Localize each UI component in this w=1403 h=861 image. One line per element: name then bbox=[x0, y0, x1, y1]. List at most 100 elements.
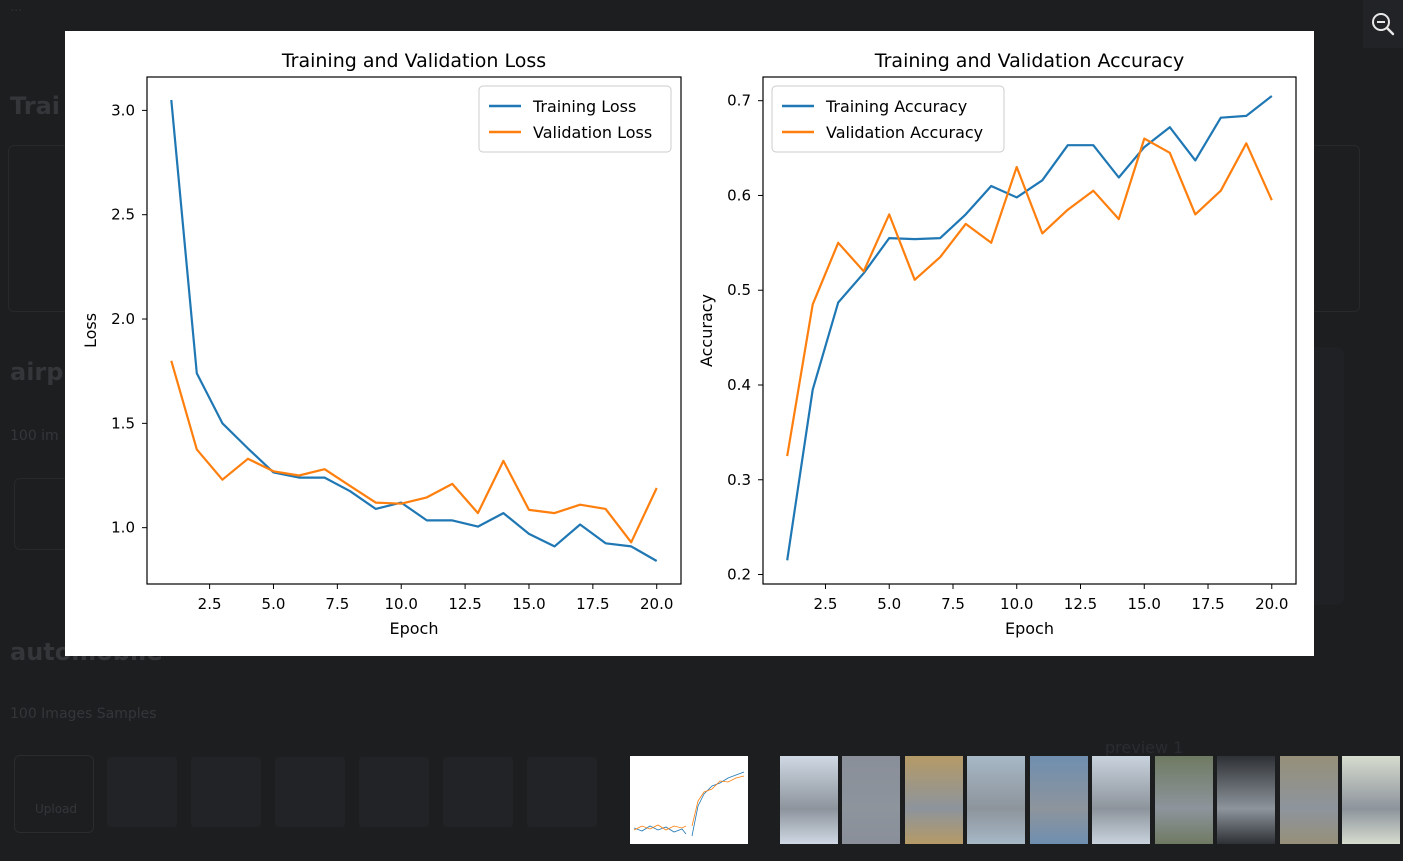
series-line-1 bbox=[786, 137, 1273, 457]
data-point bbox=[812, 389, 814, 391]
data-point bbox=[863, 270, 865, 272]
x-tick-label: 2.5 bbox=[814, 595, 838, 613]
x-tick-label: 20.0 bbox=[640, 595, 673, 613]
background-top-text: ... bbox=[10, 0, 23, 15]
data-point bbox=[1118, 218, 1120, 220]
data-point bbox=[324, 477, 326, 479]
x-tick-label: 17.5 bbox=[1191, 595, 1224, 613]
x-tick-label: 2.5 bbox=[198, 595, 222, 613]
data-point bbox=[630, 541, 632, 543]
thumbnail-image[interactable] bbox=[1030, 756, 1088, 844]
accuracy-chart: Training and Validation Accuracy 2.5 5.0 7.… bbox=[697, 50, 1297, 638]
x-tick-label: 5.0 bbox=[262, 595, 286, 613]
data-point bbox=[170, 99, 172, 101]
data-point bbox=[375, 502, 377, 504]
data-point bbox=[554, 512, 556, 514]
x-tick-label: 15.0 bbox=[1128, 595, 1161, 613]
data-point bbox=[812, 303, 814, 305]
legend-label: Training Loss bbox=[532, 97, 636, 116]
background-thumb bbox=[527, 757, 597, 827]
data-point bbox=[837, 302, 839, 304]
data-point bbox=[221, 422, 223, 424]
background-thumb bbox=[107, 757, 177, 827]
data-point bbox=[1092, 190, 1094, 192]
data-point bbox=[502, 460, 504, 462]
data-point bbox=[1194, 213, 1196, 215]
y-tick-label: 0.2 bbox=[727, 566, 751, 584]
data-point bbox=[247, 458, 249, 460]
data-point bbox=[888, 213, 890, 215]
legend-box bbox=[478, 85, 672, 153]
thumbnail-image[interactable] bbox=[1280, 756, 1338, 844]
x-tick-label: 12.5 bbox=[1064, 595, 1097, 613]
background-thumb bbox=[191, 757, 261, 827]
thumbnail-chart-preview bbox=[630, 756, 748, 844]
data-point bbox=[400, 503, 402, 505]
lightbox-image: Training and Validation Loss 2.5 5.0 7.5 10.… bbox=[65, 31, 1314, 656]
data-point bbox=[1245, 142, 1247, 144]
background-side-panel bbox=[1312, 347, 1344, 605]
data-point bbox=[579, 524, 581, 526]
data-point bbox=[221, 479, 223, 481]
data-point bbox=[1067, 144, 1069, 146]
x-tick-label: 10.0 bbox=[1000, 595, 1033, 613]
x-tick-label: 10.0 bbox=[385, 595, 418, 613]
loss-chart: Training and Validation Loss 2.5 5.0 7.5 10.… bbox=[81, 50, 682, 638]
data-point bbox=[1169, 152, 1171, 154]
series-line-0 bbox=[786, 95, 1273, 561]
training-charts: Training and Validation Loss 2.5 5.0 7.5 10.… bbox=[81, 50, 1297, 638]
data-point bbox=[939, 237, 941, 239]
data-point bbox=[914, 279, 916, 281]
data-point bbox=[298, 475, 300, 477]
y-tick-label: 0.6 bbox=[727, 186, 751, 204]
chart-title: Training and Validation Accuracy bbox=[874, 50, 1184, 72]
data-point bbox=[1016, 196, 1018, 198]
data-point bbox=[1220, 190, 1222, 192]
data-point bbox=[324, 468, 326, 470]
background-subtitle-automobile: 100 Images Samples bbox=[10, 706, 157, 722]
data-point bbox=[1118, 176, 1120, 178]
data-point bbox=[1271, 95, 1273, 97]
data-point bbox=[451, 519, 453, 521]
y-tick-label: 0.5 bbox=[727, 281, 751, 299]
data-point bbox=[426, 496, 428, 498]
zoom-out-button[interactable] bbox=[1363, 0, 1403, 48]
series-line-0 bbox=[170, 99, 658, 562]
x-tick-label: 5.0 bbox=[877, 595, 901, 613]
background-caption: preview 1 bbox=[1105, 738, 1184, 757]
thumbnail-image[interactable] bbox=[1155, 756, 1213, 844]
data-point bbox=[528, 509, 530, 511]
data-point bbox=[1092, 144, 1094, 146]
data-point bbox=[502, 512, 504, 514]
x-axis-label: Epoch bbox=[1005, 619, 1054, 638]
zoom-out-icon bbox=[1372, 13, 1395, 36]
data-point bbox=[451, 483, 453, 485]
thumbnail-image[interactable] bbox=[780, 756, 838, 844]
data-point bbox=[1169, 126, 1171, 128]
thumbnail-image[interactable] bbox=[842, 756, 900, 844]
thumbnail-active[interactable] bbox=[630, 756, 748, 844]
data-point bbox=[914, 238, 916, 240]
y-tick-label: 3.0 bbox=[111, 101, 135, 119]
thumbnail-image[interactable] bbox=[905, 756, 963, 844]
x-tick-label: 7.5 bbox=[325, 595, 349, 613]
thumbnail-image[interactable] bbox=[1092, 756, 1150, 844]
y-tick-label: 2.5 bbox=[111, 206, 135, 224]
background-thumb bbox=[359, 757, 429, 827]
thumbnail-image[interactable] bbox=[967, 756, 1025, 844]
background-upload-label: Upload bbox=[35, 802, 78, 816]
data-point bbox=[605, 542, 607, 544]
data-point bbox=[272, 470, 274, 472]
background-thumb bbox=[275, 757, 345, 827]
thumbnail-image[interactable] bbox=[1217, 756, 1275, 844]
data-point bbox=[656, 487, 658, 489]
data-point bbox=[1067, 209, 1069, 211]
background-heading-training: Trai bbox=[10, 92, 60, 120]
data-point bbox=[863, 272, 865, 274]
data-point bbox=[965, 223, 967, 225]
thumbnail-image[interactable] bbox=[1342, 756, 1400, 844]
data-point bbox=[1041, 232, 1043, 234]
data-point bbox=[528, 533, 530, 535]
x-tick-label: 15.0 bbox=[512, 595, 545, 613]
data-point bbox=[349, 485, 351, 487]
